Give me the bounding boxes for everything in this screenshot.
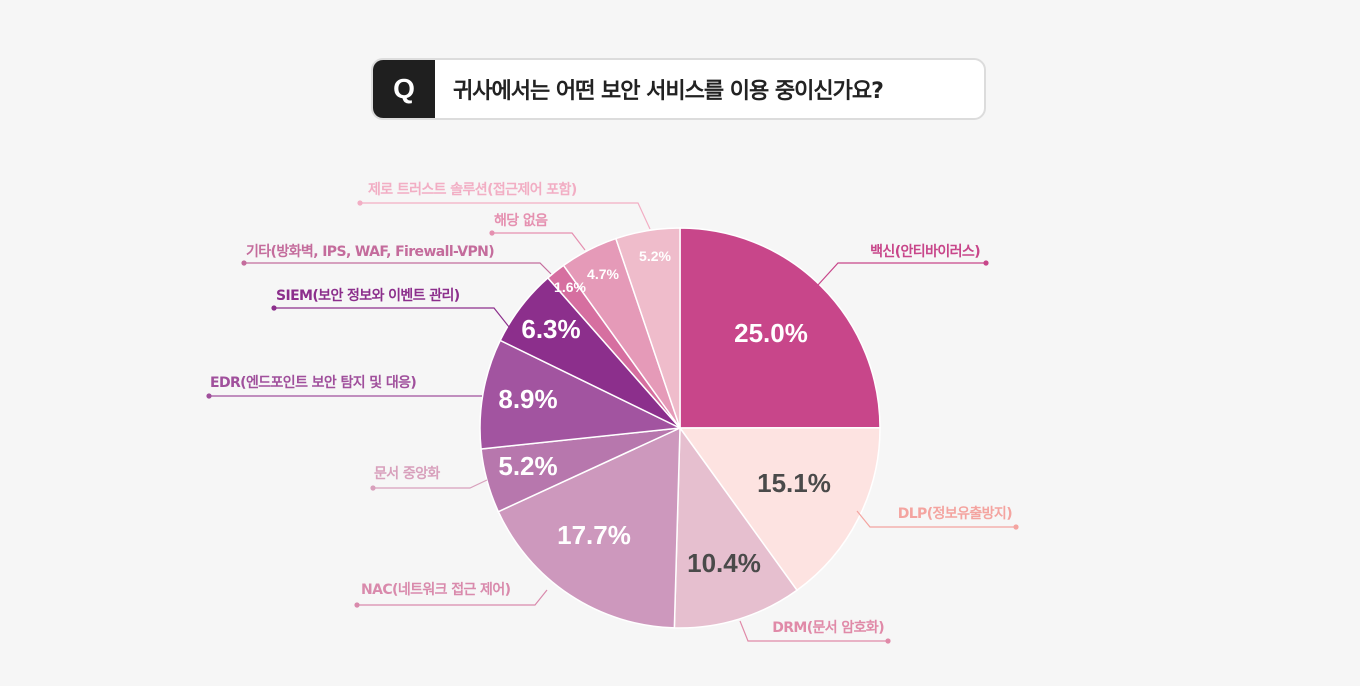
slice-percent: 25.0% xyxy=(734,318,808,348)
question-text: 귀사에서는 어떤 보안 서비스를 이용 중이신가요? xyxy=(453,79,884,104)
pie-slices xyxy=(479,227,881,629)
slice-percent: 15.1% xyxy=(757,468,831,498)
leader-lines xyxy=(206,200,1019,644)
slice-percent: 5.2% xyxy=(498,451,557,481)
leader-dot-icon xyxy=(271,305,277,311)
slice-label: 해당 없음 xyxy=(494,212,548,229)
leader-line xyxy=(492,232,586,251)
leader-line xyxy=(373,479,488,489)
slice-percent: 6.3% xyxy=(521,314,580,344)
slice-label: DLP(정보유출방지) xyxy=(898,505,1012,522)
leader-dot-icon xyxy=(370,485,376,491)
leader-dot-icon xyxy=(241,260,247,266)
pie-slice xyxy=(497,426,681,629)
slice-label: SIEM(보안 정보와 이벤트 관리) xyxy=(276,287,460,304)
leader-line xyxy=(360,202,651,230)
leader-dot-icon xyxy=(354,602,360,608)
slice-label: 기타(방화벽, IPS, WAF, Firewall-VPN) xyxy=(246,243,494,260)
category-labels: 백신(안티바이러스) DLP(정보유출방지) DRM(문서 암호화) NAC(네트워크… xyxy=(210,181,1013,636)
question-banner: Q 귀사에서는 어떤 보안 서비스를 이용 중이신가요? xyxy=(371,58,986,120)
slice-label: 제로 트러스트 솔루션(접근제어 포함) xyxy=(368,181,577,198)
slice-label: 문서 중앙화 xyxy=(374,465,440,482)
pie-slice xyxy=(679,227,881,429)
leader-line xyxy=(739,620,888,642)
leader-dot-icon xyxy=(1013,524,1019,530)
slice-percent: 8.9% xyxy=(498,384,557,414)
slice-label: EDR(엔드포인트 보안 탐지 및 대응) xyxy=(210,374,416,391)
slice-label: 백신(안티바이러스) xyxy=(870,243,980,260)
slice-label: NAC(네트워크 접근 제어) xyxy=(361,581,511,598)
slice-percent: 5.2% xyxy=(639,248,671,264)
leader-dot-icon xyxy=(357,200,363,206)
leader-dot-icon xyxy=(206,393,212,399)
pie-slice xyxy=(673,425,798,629)
leader-line xyxy=(817,262,986,286)
leader-dot-icon xyxy=(983,260,989,266)
pie-slice xyxy=(678,426,881,592)
leader-dot-icon xyxy=(885,638,891,644)
slice-percent: 17.7% xyxy=(557,520,631,550)
leader-dot-icon xyxy=(489,230,495,236)
question-badge: Q xyxy=(373,60,435,118)
leader-line xyxy=(357,589,548,606)
slice-percent: 1.6% xyxy=(554,279,586,295)
slice-percent: 10.4% xyxy=(687,548,761,578)
percent-labels: 25.0% 15.1% 10.4% 17.7% 5.2% 8.9% 6.3% 1.6%4.7%… xyxy=(498,248,831,578)
slice-percent: 4.7% xyxy=(587,266,619,282)
pie-slice xyxy=(614,227,681,429)
leader-line xyxy=(274,307,514,333)
slice-label: DRM(문서 암호화) xyxy=(772,619,884,636)
leader-line xyxy=(856,510,1016,528)
leader-line xyxy=(244,262,552,275)
pie-slice xyxy=(479,339,683,450)
